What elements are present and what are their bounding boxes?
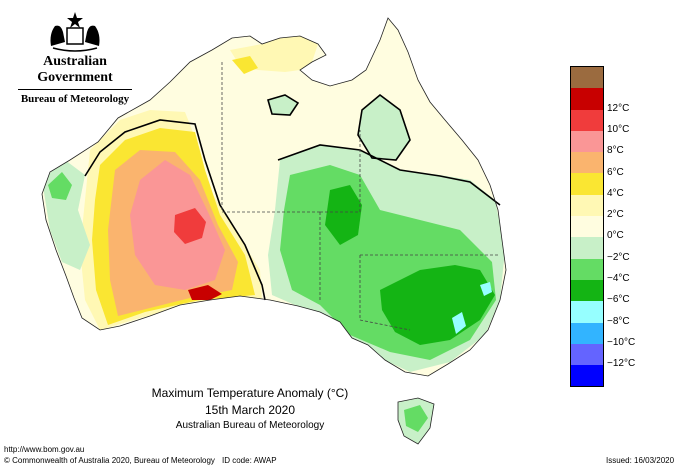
copyright-text: © Commonwealth of Australia 2020, Bureau… [4,456,215,465]
legend-swatch [571,237,603,259]
state-borders [221,62,500,331]
legend-swatch [571,152,603,174]
website-url[interactable]: http://www.bom.gov.au [4,445,85,454]
legend-swatch [571,130,603,153]
legend-swatch [571,216,603,238]
mainland-outline [41,17,507,377]
legend-label: −10°C [607,336,636,348]
legend-label: 10°C [607,123,630,135]
legend-label: 8°C [607,145,624,157]
map-date: 15th March 2020 [204,403,296,417]
legend-label: −4°C [607,273,630,284]
legend-swatch [571,343,603,366]
legend-label: 12°C [607,102,630,114]
map-source: Australian Bureau of Meteorology [175,420,325,431]
legend-label: 4°C [607,187,624,199]
contour-lines [84,93,501,301]
legend-label: 2°C [607,209,624,221]
map-caption: Maximum Temperature Anomaly (°C) 15th Ma… [100,386,400,431]
legend-swatch [571,301,603,323]
legend-label: 0°C [607,230,624,242]
legend-swatch [571,194,603,217]
legend-label: −2°C [607,251,630,263]
legend-swatch [571,173,603,195]
legend-swatch [571,67,603,89]
legend-swatch [571,258,603,280]
id-code: ID code: AWAP [222,456,277,465]
branding-block: Australian Government Bureau of Meteorol… [10,10,140,105]
government-title: Australian Government [37,54,113,85]
legend-label: −6°C [607,294,630,306]
color-legend [570,66,604,388]
legend-swatch [571,88,603,110]
legend-swatch [571,109,603,131]
map-title: Maximum Temperature Anomaly (°C) [151,386,349,400]
issued-date: Issued: 16/03/2020 [606,456,675,465]
tasmania [397,397,435,445]
bureau-name: Bureau of Meteorology [18,89,132,105]
legend-swatch [571,365,603,387]
legend-label: −8°C [607,315,630,327]
legend-label: 6°C [607,166,624,178]
legend-swatch [571,322,603,344]
legend-swatch [571,279,603,302]
legend-label: −12°C [607,358,636,370]
coat-of-arms-logo [50,12,100,52]
